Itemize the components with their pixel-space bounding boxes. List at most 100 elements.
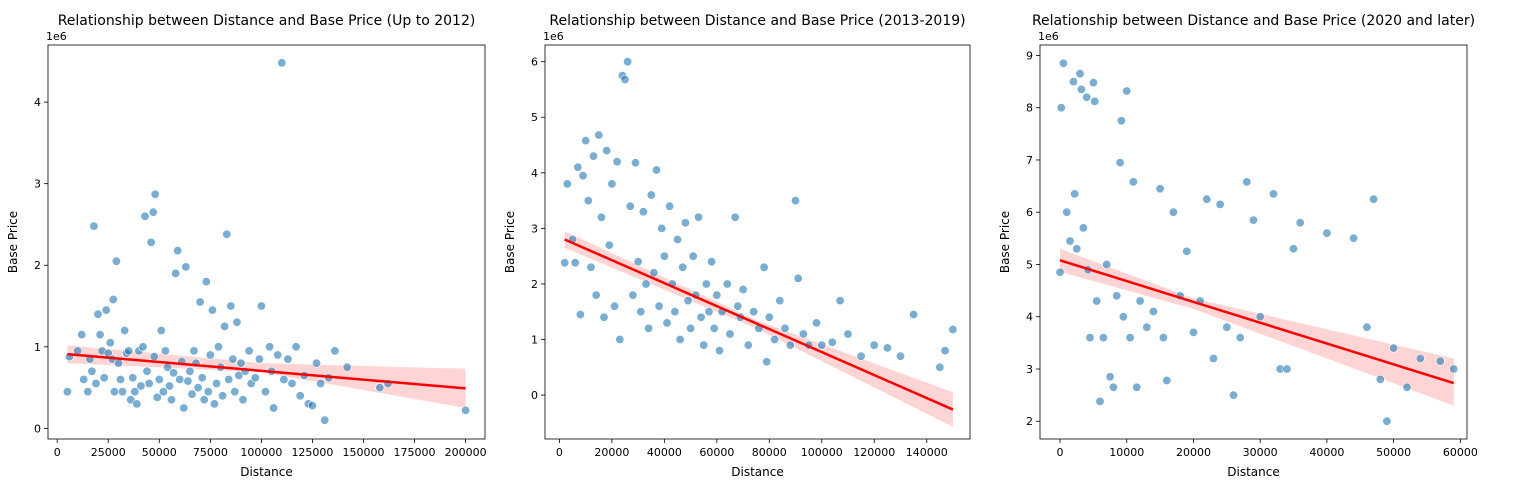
- data-point: [307, 401, 317, 411]
- x-tick-label: 125000: [291, 446, 333, 459]
- data-point: [738, 284, 748, 294]
- x-axis-label: Distance: [240, 465, 292, 479]
- data-point: [1269, 189, 1279, 199]
- data-point: [197, 373, 207, 383]
- data-point: [220, 321, 230, 331]
- data-point: [130, 387, 140, 397]
- data-point: [651, 165, 661, 175]
- data-point: [116, 374, 126, 384]
- x-tick-label: 150000: [342, 446, 384, 459]
- data-point: [256, 301, 266, 311]
- data-point: [311, 358, 321, 368]
- data-point: [701, 279, 711, 289]
- data-point: [696, 312, 706, 322]
- data-point: [764, 312, 774, 322]
- data-point: [785, 340, 795, 350]
- data-point: [625, 201, 635, 211]
- data-point: [909, 309, 919, 319]
- data-point: [630, 158, 640, 168]
- data-point: [615, 334, 625, 344]
- data-point: [607, 179, 617, 189]
- data-point: [236, 358, 246, 368]
- data-point: [633, 257, 643, 267]
- data-point: [375, 383, 385, 393]
- y-tick-label: 5: [531, 111, 538, 124]
- data-point: [91, 378, 101, 388]
- x-tick-label: 140000: [906, 446, 948, 459]
- x-axis-label: Distance: [731, 465, 783, 479]
- data-point: [1282, 364, 1292, 374]
- data-point: [1112, 291, 1122, 301]
- scatter-panel-3: 0 10000 20000 30000 40000 50000 60000 2 3 4 5 6 7 8 91…: [998, 13, 1478, 479]
- data-point: [120, 325, 130, 335]
- data-point: [1155, 184, 1165, 194]
- data-point: [646, 190, 656, 200]
- data-point: [1125, 333, 1135, 343]
- data-point: [683, 296, 693, 306]
- data-point: [1142, 322, 1152, 332]
- data-point: [234, 370, 244, 380]
- data-point: [124, 346, 134, 356]
- y-tick-label: 1: [34, 341, 41, 354]
- data-point: [152, 392, 162, 402]
- data-point: [142, 366, 152, 376]
- y-tick-label: 0: [34, 422, 41, 435]
- data-point: [749, 307, 759, 317]
- data-point: [1222, 322, 1232, 332]
- data-point: [586, 262, 596, 272]
- data-point: [709, 323, 719, 333]
- x-axis-label: Distance: [1227, 465, 1279, 479]
- y-tick-label: 2: [531, 278, 538, 291]
- data-point: [222, 229, 232, 239]
- data-point: [62, 387, 72, 397]
- data-point: [101, 305, 111, 315]
- x-tick-label: 0: [54, 446, 61, 459]
- data-point: [175, 374, 185, 384]
- y-tick-label: 6: [1026, 206, 1033, 219]
- x-tick-label: 60000: [1443, 446, 1478, 459]
- x-tick-label: 20000: [1176, 446, 1211, 459]
- data-point: [1249, 215, 1259, 225]
- data-point: [165, 381, 175, 391]
- data-point: [83, 387, 93, 397]
- data-point: [638, 207, 648, 217]
- data-point: [1162, 375, 1172, 385]
- x-tick-label: 20000: [594, 446, 629, 459]
- data-point: [260, 387, 270, 397]
- data-point: [1369, 194, 1379, 204]
- data-point: [1072, 244, 1082, 254]
- data-point: [128, 373, 138, 383]
- data-point: [725, 329, 735, 339]
- data-point: [1209, 353, 1219, 363]
- data-point: [212, 378, 222, 388]
- scatter-panel-2: 0 20000 40000 60000 80000 100000 120000 140000 0…: [503, 13, 971, 479]
- data-point: [1058, 58, 1068, 68]
- data-point: [594, 130, 604, 140]
- data-point: [254, 354, 264, 364]
- data-point: [93, 309, 103, 319]
- data-point: [793, 273, 803, 283]
- data-point: [1215, 199, 1225, 209]
- x-tick-label: 175000: [394, 446, 436, 459]
- data-point: [588, 151, 598, 161]
- data-point: [570, 258, 580, 268]
- data-point: [680, 218, 690, 228]
- y-tick-label: 2: [34, 259, 41, 272]
- data-point: [171, 268, 181, 278]
- data-point: [273, 350, 283, 360]
- data-point: [1108, 382, 1118, 392]
- data-point: [1389, 343, 1399, 353]
- data-point: [181, 262, 191, 272]
- data-point: [144, 378, 154, 388]
- data-point: [817, 340, 827, 350]
- data-point: [287, 378, 297, 388]
- data-point: [609, 301, 619, 311]
- data-point: [686, 323, 696, 333]
- data-point: [193, 383, 203, 393]
- x-tick-label: 100000: [801, 446, 843, 459]
- data-point: [109, 387, 119, 397]
- data-point: [1076, 84, 1086, 94]
- data-point: [575, 309, 585, 319]
- y-tick-label: 3: [531, 222, 538, 235]
- data-point: [1078, 223, 1088, 233]
